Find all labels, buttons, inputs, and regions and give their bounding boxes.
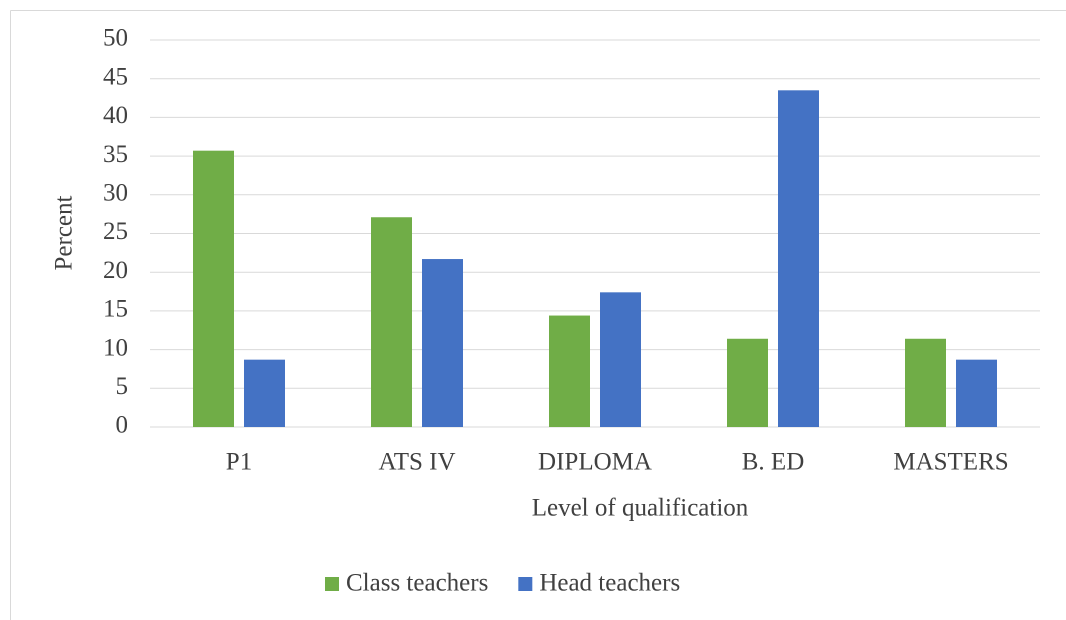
y-tick-label: 5	[116, 373, 129, 400]
y-tick-label: 0	[116, 412, 129, 439]
legend: Class teachers Head teachers	[325, 570, 680, 597]
y-tick-label: 10	[103, 334, 128, 361]
y-tick-label: 40	[103, 102, 128, 129]
y-tick-label: 20	[103, 257, 128, 284]
bar	[956, 359, 997, 427]
legend-label: Class teachers	[346, 570, 488, 597]
y-tick-label: 25	[103, 218, 128, 245]
y-axis-label: Percent	[51, 195, 78, 270]
bar	[778, 90, 819, 427]
legend-swatch	[518, 577, 533, 591]
y-tick-label: 50	[103, 25, 128, 52]
bar	[244, 359, 285, 427]
x-tick-label: MASTERS	[893, 449, 1008, 476]
bar	[905, 338, 946, 427]
bar	[727, 338, 768, 427]
y-tick-label: 35	[103, 141, 128, 168]
x-tick-label: DIPLOMA	[538, 449, 652, 476]
y-tick-label: 45	[103, 63, 128, 90]
x-tick-label: ATS IV	[378, 449, 455, 476]
y-tick-label: 30	[103, 180, 128, 207]
bar	[549, 315, 590, 427]
x-tick-label: B. ED	[742, 449, 805, 476]
bar	[371, 217, 412, 427]
bar	[422, 259, 463, 427]
x-tick-label: P1	[226, 449, 252, 476]
bar	[193, 150, 234, 427]
bar	[600, 292, 641, 427]
legend-swatch	[325, 577, 339, 591]
x-axis-label: Level of qualification	[532, 495, 749, 522]
legend-label: Head teachers	[539, 570, 680, 597]
y-tick-label: 15	[103, 296, 128, 323]
